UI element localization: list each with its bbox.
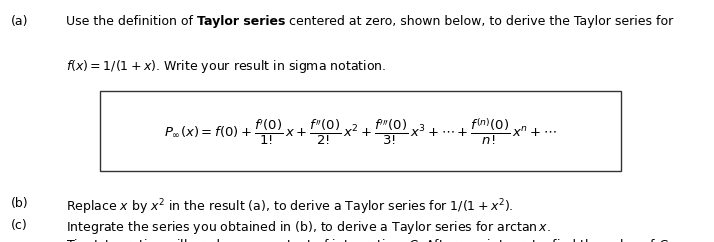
Text: Use the definition of: Use the definition of	[66, 15, 196, 28]
Text: Replace $x$ by $x^2$ in the result (a), to derive a Taylor series for $1/(1 + x^: Replace $x$ by $x^2$ in the result (a), …	[66, 197, 513, 217]
FancyBboxPatch shape	[100, 91, 621, 171]
Text: centered at zero, shown below, to derive the Taylor series for: centered at zero, shown below, to derive…	[285, 15, 673, 28]
Text: (b): (b)	[11, 197, 29, 210]
Text: (c): (c)	[11, 219, 27, 232]
Text: Tip: Integration will produce a constant of integration, $C$. After you integrat: Tip: Integration will produce a constant…	[66, 237, 671, 242]
Text: Taylor series: Taylor series	[196, 15, 285, 28]
Text: (a): (a)	[11, 15, 29, 28]
Text: $f(x) = 1/(1 + x)$. Write your result in sigma notation.: $f(x) = 1/(1 + x)$. Write your result in…	[66, 58, 386, 75]
Text: Integrate the series you obtained in (b), to derive a Taylor series for arctan$\: Integrate the series you obtained in (b)…	[66, 219, 550, 236]
Text: $P_{\infty}(x) = f(0) + \dfrac{f^{\prime}(0)}{1!}\,x + \dfrac{f^{\prime\prime}(0: $P_{\infty}(x) = f(0) + \dfrac{f^{\prime…	[164, 117, 557, 147]
